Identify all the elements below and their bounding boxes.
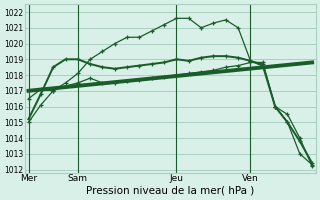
X-axis label: Pression niveau de la mer( hPa ): Pression niveau de la mer( hPa )	[86, 186, 254, 196]
